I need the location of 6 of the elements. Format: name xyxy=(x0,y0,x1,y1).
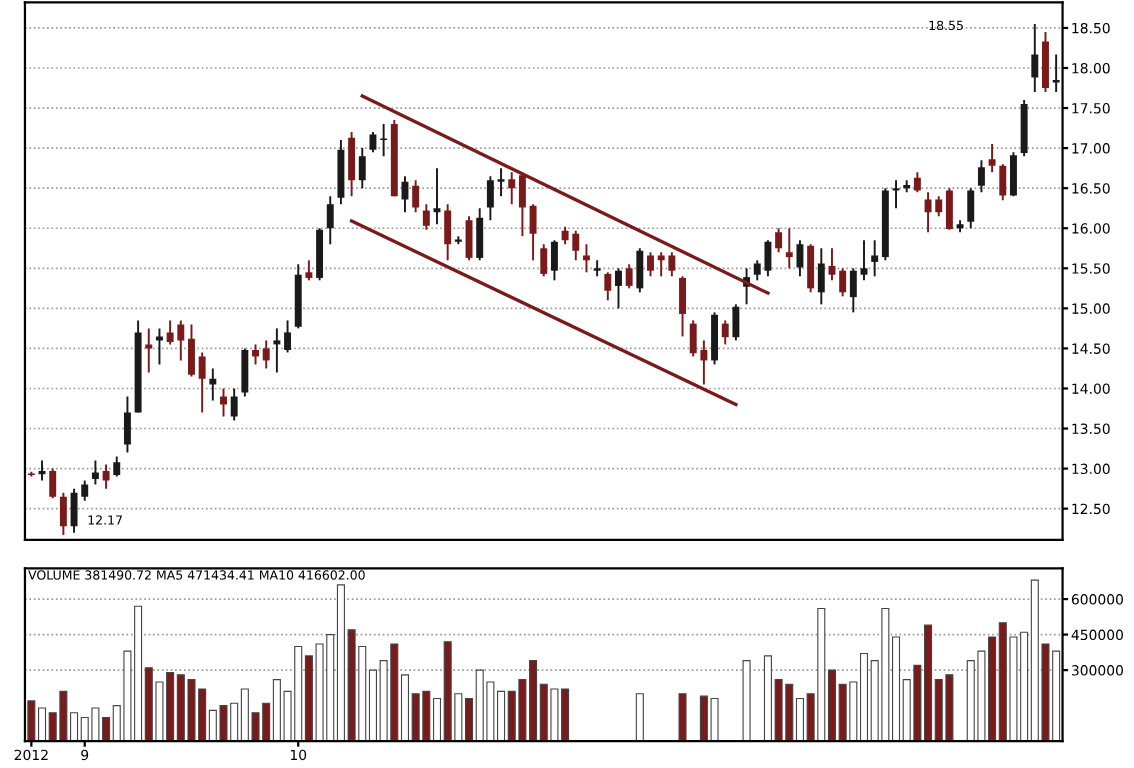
candlestick xyxy=(220,387,227,418)
bar xyxy=(635,693,644,742)
bar xyxy=(742,660,751,742)
candlestick xyxy=(647,251,654,278)
bar xyxy=(678,693,687,742)
candlestick xyxy=(27,470,35,478)
